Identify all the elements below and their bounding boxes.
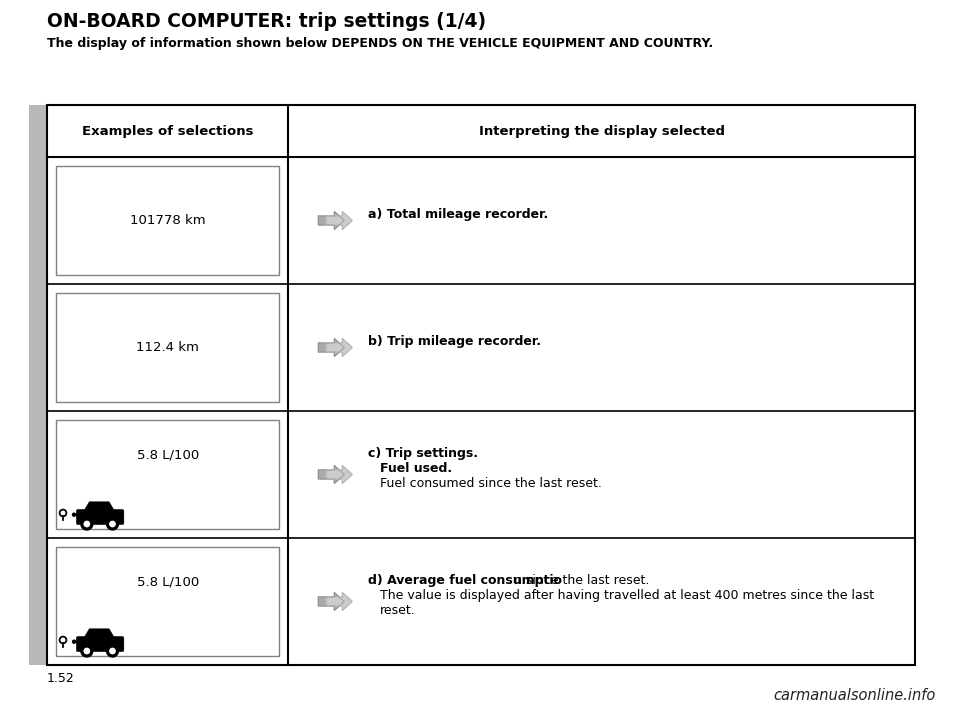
- Text: d) Average fuel consumptio: d) Average fuel consumptio: [369, 574, 563, 587]
- Text: reset.: reset.: [380, 604, 416, 617]
- Polygon shape: [319, 466, 345, 484]
- Polygon shape: [319, 339, 345, 356]
- Text: n since the last reset.: n since the last reset.: [514, 574, 649, 587]
- Bar: [56, 547, 279, 656]
- Circle shape: [73, 640, 76, 643]
- Text: The value is displayed after having travelled at least 400 metres since the last: The value is displayed after having trav…: [380, 589, 875, 602]
- Bar: [56, 293, 279, 402]
- Polygon shape: [84, 502, 114, 511]
- Text: a) Total mileage recorder.: a) Total mileage recorder.: [369, 208, 548, 221]
- Text: 1.52: 1.52: [47, 672, 75, 684]
- Circle shape: [84, 648, 89, 654]
- Polygon shape: [319, 212, 345, 229]
- Circle shape: [73, 513, 76, 516]
- Polygon shape: [326, 593, 352, 611]
- Circle shape: [77, 640, 80, 643]
- Circle shape: [84, 521, 89, 527]
- Text: ON-BOARD COMPUTER: trip settings (1/4): ON-BOARD COMPUTER: trip settings (1/4): [47, 12, 486, 31]
- Text: The display of information shown below DEPENDS ON THE VEHICLE EQUIPMENT AND COUN: The display of information shown below D…: [47, 37, 713, 50]
- Text: Fuel consumed since the last reset.: Fuel consumed since the last reset.: [380, 477, 602, 490]
- Text: c) Trip settings.: c) Trip settings.: [369, 447, 478, 460]
- Polygon shape: [326, 466, 352, 484]
- Text: carmanualsonline.info: carmanualsonline.info: [774, 689, 936, 704]
- Circle shape: [109, 521, 115, 527]
- Circle shape: [77, 513, 80, 516]
- Circle shape: [81, 518, 93, 530]
- Bar: [56, 420, 279, 529]
- Text: b) Trip mileage recorder.: b) Trip mileage recorder.: [369, 335, 541, 348]
- Text: Fuel used.: Fuel used.: [380, 462, 452, 475]
- Bar: [29, 105, 47, 665]
- Circle shape: [109, 648, 115, 654]
- Text: 101778 km: 101778 km: [130, 214, 205, 227]
- Circle shape: [107, 518, 118, 530]
- FancyBboxPatch shape: [76, 509, 124, 525]
- Text: 5.8 L/100: 5.8 L/100: [136, 575, 199, 589]
- Circle shape: [81, 645, 93, 657]
- Polygon shape: [84, 629, 114, 638]
- FancyBboxPatch shape: [76, 636, 124, 652]
- Polygon shape: [319, 593, 345, 611]
- Circle shape: [107, 645, 118, 657]
- Text: 5.8 L/100: 5.8 L/100: [136, 449, 199, 462]
- Polygon shape: [326, 212, 352, 229]
- Text: 112.4 km: 112.4 km: [136, 341, 199, 354]
- Bar: [56, 166, 279, 275]
- Text: Examples of selections: Examples of selections: [82, 124, 253, 138]
- Polygon shape: [326, 339, 352, 356]
- Bar: [47, 105, 915, 665]
- Text: Interpreting the display selected: Interpreting the display selected: [479, 124, 725, 138]
